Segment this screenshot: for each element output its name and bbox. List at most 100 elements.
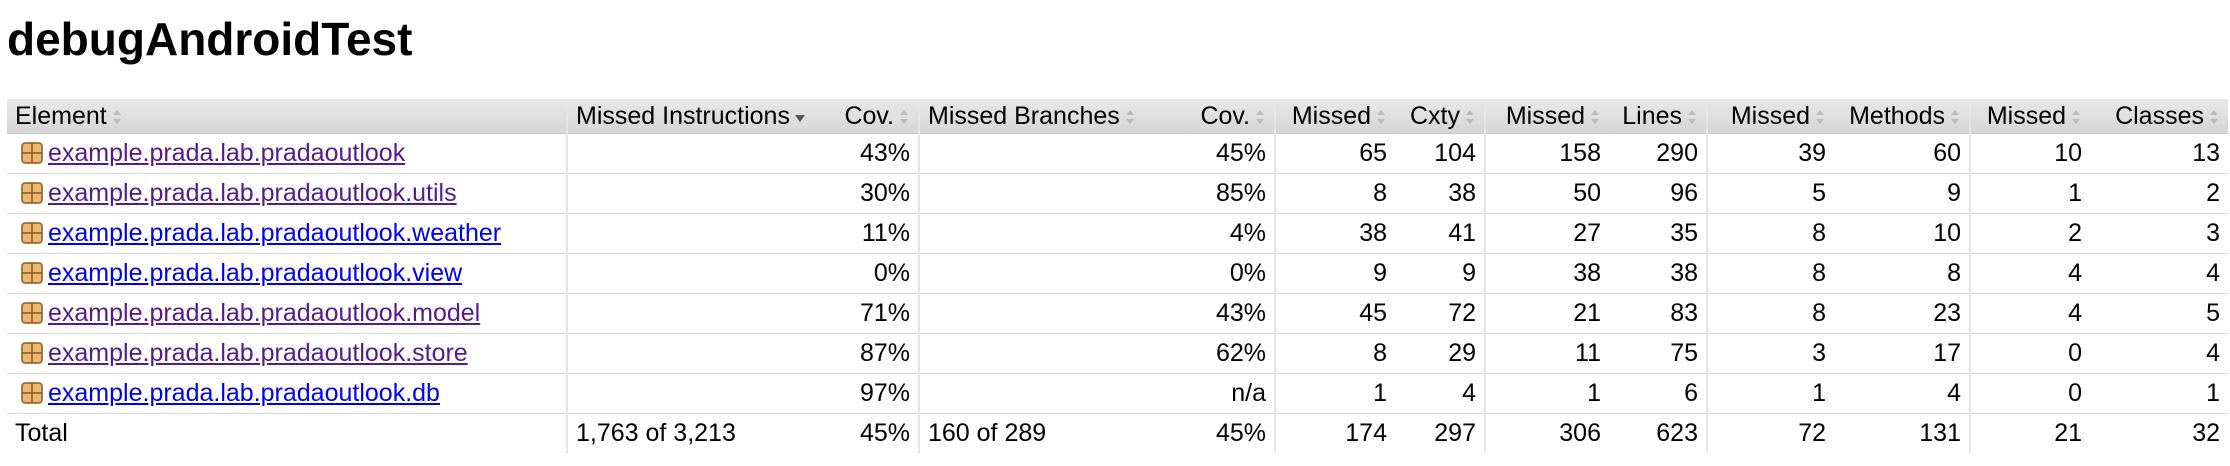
methods-missed: 8 xyxy=(1706,293,1834,334)
package-link[interactable]: example.prada.lab.pradaoutlook.model xyxy=(48,299,481,327)
methods-missed: 8 xyxy=(1706,213,1834,254)
instructions-bar-cell xyxy=(566,213,832,254)
total-classes-missed: 21 xyxy=(1969,413,2090,453)
instructions-coverage: 87% xyxy=(832,333,919,374)
instructions-bar-cell xyxy=(566,373,832,414)
column-header[interactable]: Missed xyxy=(1969,99,2090,134)
branches-bar-cell xyxy=(918,333,1185,374)
total-lines-missed: 306 xyxy=(1484,413,1609,453)
column-header[interactable]: Missed Instructions xyxy=(566,99,832,134)
branches-bar-cell xyxy=(918,293,1185,334)
instructions-coverage: 0% xyxy=(832,253,919,294)
classes: 4 xyxy=(2090,253,2228,294)
total-cxty-missed: 174 xyxy=(1274,413,1395,453)
package-link[interactable]: example.prada.lab.pradaoutlook.weather xyxy=(48,219,502,247)
cxty-missed: 9 xyxy=(1274,253,1395,294)
element-cell: example.prada.lab.pradaoutlook xyxy=(7,133,567,174)
element-cell: example.prada.lab.pradaoutlook.weather xyxy=(7,213,567,254)
page-title: debugAndroidTest xyxy=(7,13,413,65)
lines: 83 xyxy=(1609,293,1707,334)
column-header[interactable]: Cov. xyxy=(1185,99,1275,134)
cxty: 104 xyxy=(1395,133,1485,174)
branches-coverage: 4% xyxy=(1185,213,1275,254)
sort-icon[interactable] xyxy=(2208,108,2220,126)
header-text: Lines xyxy=(1622,101,1682,130)
sort-icon[interactable] xyxy=(2070,108,2082,126)
column-header[interactable]: Classes xyxy=(2090,99,2228,134)
lines: 96 xyxy=(1609,173,1707,214)
methods-missed: 39 xyxy=(1706,133,1834,174)
instructions-coverage: 43% xyxy=(832,133,919,174)
total-label: Total xyxy=(15,419,68,447)
column-header[interactable]: Missed Branches xyxy=(918,99,1185,134)
lines-missed: 38 xyxy=(1484,253,1609,294)
lines-missed: 21 xyxy=(1484,293,1609,334)
cxty: 41 xyxy=(1395,213,1485,254)
column-header[interactable]: Element xyxy=(7,99,567,134)
column-header[interactable]: Lines xyxy=(1609,99,1707,134)
column-header[interactable]: Missed xyxy=(1274,99,1395,134)
header-row: Element Missed Instructions Cov. Missed Bra… xyxy=(7,99,2228,134)
sort-icon[interactable] xyxy=(1124,108,1136,126)
branches-bar-cell xyxy=(918,173,1185,214)
header-text: Missed xyxy=(1291,101,1371,130)
instructions-coverage: 11% xyxy=(832,213,919,254)
package-link[interactable]: example.prada.lab.pradaoutlook.view xyxy=(48,259,463,287)
instructions-coverage: 97% xyxy=(832,373,919,414)
package-link[interactable]: example.prada.lab.pradaoutlook.db xyxy=(48,379,440,407)
classes: 4 xyxy=(2090,333,2228,374)
sort-icon[interactable] xyxy=(1949,108,1961,126)
package-link[interactable]: example.prada.lab.pradaoutlook.store xyxy=(48,339,468,367)
classes: 13 xyxy=(2090,133,2228,174)
header-text: Methods xyxy=(1849,101,1945,130)
branches-coverage: 85% xyxy=(1185,173,1275,214)
classes-missed: 2 xyxy=(1969,213,2090,254)
sort-icon[interactable] xyxy=(1254,108,1266,126)
element-cell: example.prada.lab.pradaoutlook.db xyxy=(7,373,567,414)
column-header[interactable]: Cxty xyxy=(1395,99,1485,134)
instructions-bar-cell xyxy=(566,333,832,374)
package-row: example.prada.lab.pradaoutlook.model 71% 4… xyxy=(7,293,2228,334)
sort-icon[interactable] xyxy=(1589,108,1601,126)
package-link[interactable]: example.prada.lab.pradaoutlook.utils xyxy=(48,179,457,207)
package-link[interactable]: example.prada.lab.pradaoutlook xyxy=(48,139,406,167)
branches-coverage: 43% xyxy=(1185,293,1275,334)
branches-coverage: 45% xyxy=(1185,133,1275,174)
column-header[interactable]: Cov. xyxy=(832,99,919,134)
header-text: Missed xyxy=(1986,101,2066,130)
column-header[interactable]: Missed xyxy=(1706,99,1834,134)
total-row: Total 1,763 of 3,213 45% 160 of 289 45% 174 29… xyxy=(7,413,2228,453)
header-text: Cov. xyxy=(1200,101,1250,130)
cxty-missed: 65 xyxy=(1274,133,1395,174)
sort-icon[interactable] xyxy=(111,108,123,126)
sort-icon[interactable] xyxy=(1375,108,1387,126)
package-icon xyxy=(21,222,43,244)
total-methods: 131 xyxy=(1919,419,1961,447)
methods-missed: 3 xyxy=(1706,333,1834,374)
classes-missed: 0 xyxy=(1969,373,2090,414)
header-text: Missed xyxy=(1505,101,1585,130)
methods: 9 xyxy=(1834,173,1970,214)
branches-coverage: n/a xyxy=(1185,373,1275,414)
branches-bar-cell xyxy=(918,373,1185,414)
lines: 35 xyxy=(1609,213,1707,254)
classes: 3 xyxy=(2090,213,2228,254)
sort-icon[interactable] xyxy=(794,108,806,126)
sort-icon[interactable] xyxy=(1464,108,1476,126)
branches-bar-cell xyxy=(918,133,1185,174)
coverage-table: Element Missed Instructions Cov. Missed Bra… xyxy=(7,99,2228,453)
column-header[interactable]: Missed xyxy=(1484,99,1609,134)
instructions-coverage: 71% xyxy=(832,293,919,334)
sort-icon[interactable] xyxy=(1686,108,1698,126)
branches-bar-cell xyxy=(918,213,1185,254)
sort-icon[interactable] xyxy=(898,108,910,126)
sort-icon[interactable] xyxy=(1814,108,1826,126)
instructions-bar-cell xyxy=(566,293,832,334)
package-icon xyxy=(21,342,43,364)
total-classes: 32 xyxy=(2192,419,2220,447)
column-header[interactable]: Methods xyxy=(1834,99,1970,134)
header-text: Missed xyxy=(1730,101,1810,130)
methods: 4 xyxy=(1834,373,1970,414)
